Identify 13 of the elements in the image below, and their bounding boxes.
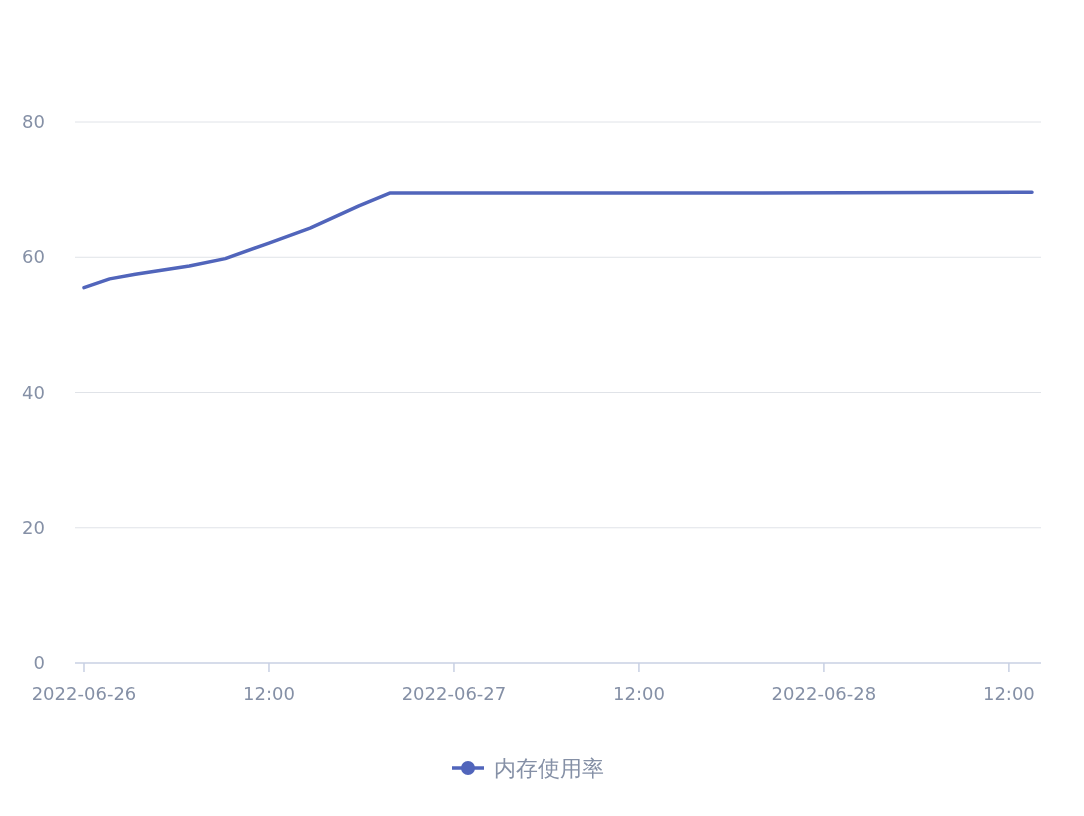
- x-tick-label: 2022-06-28: [771, 683, 877, 704]
- y-tick-label: 80: [22, 111, 45, 132]
- x-tick-label: 12:00: [243, 683, 295, 704]
- y-tick-label: 40: [22, 381, 45, 403]
- x-tick-label: 2022-06-26: [31, 683, 137, 704]
- x-tick-label: 12:00: [982, 683, 1035, 704]
- y-tick-label: 0: [33, 652, 45, 673]
- x-tick-label: 2022-06-27: [401, 683, 507, 704]
- y-tick-label: 60: [22, 246, 45, 268]
- line-series: [82, 190, 1034, 290]
- legend-label: 内存使用率: [494, 756, 604, 781]
- x-tick-label: 12:00: [612, 683, 665, 704]
- y-tick-label: 20: [22, 516, 45, 538]
